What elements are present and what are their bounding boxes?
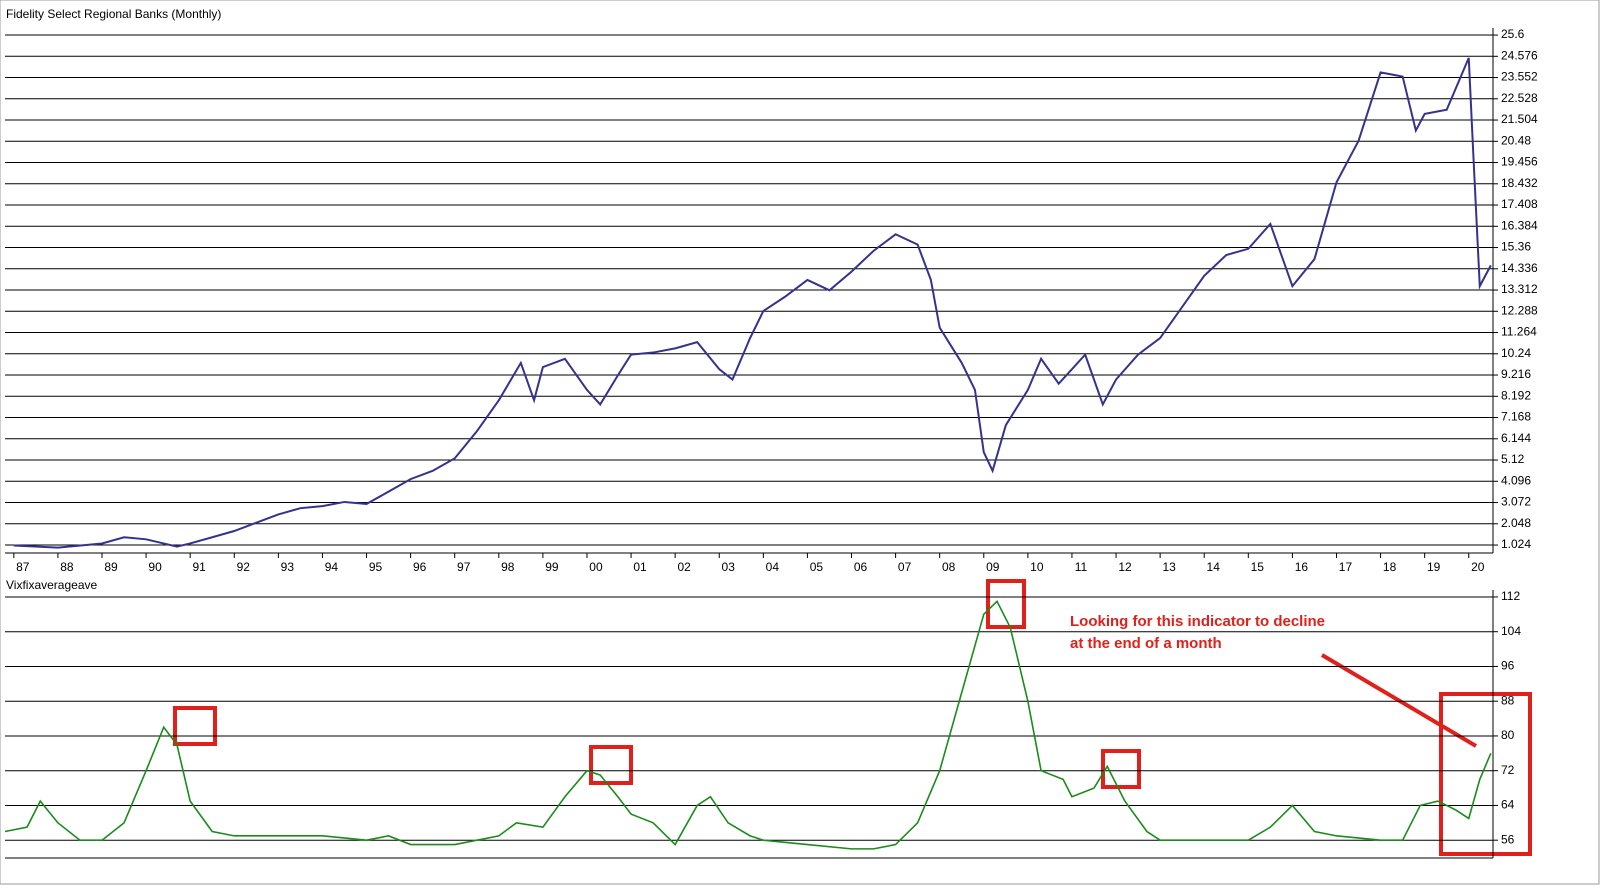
annotation: Looking for this indicator to decline at…: [1070, 613, 1326, 652]
y-tick-label: 7.168: [1501, 410, 1531, 424]
y-tick-label: 6.144: [1501, 431, 1531, 445]
y-tick-label: 88: [1501, 693, 1515, 707]
data-line: [13, 57, 1492, 549]
highlight-box: [589, 745, 633, 785]
x-tick-label: 17: [1339, 560, 1353, 574]
y-tick-label: 1.024: [1501, 537, 1531, 551]
y-tick-label: 10.24: [1501, 346, 1531, 360]
x-tick-label: 07: [898, 560, 912, 574]
y-tick-label: 24.576: [1501, 48, 1538, 62]
x-tick-label: 96: [413, 560, 427, 574]
x-tick-label: 94: [325, 560, 339, 574]
y-tick-label: 96: [1501, 659, 1515, 673]
y-tick-label: 4.096: [1501, 473, 1531, 487]
x-tick-label: 87: [16, 560, 30, 574]
annotation-arrow: [1320, 653, 1478, 748]
x-tick-label: 88: [60, 560, 74, 574]
x-tick-label: 97: [457, 560, 471, 574]
y-tick-label: 20.48: [1501, 133, 1531, 147]
y-tick-label: 18.432: [1501, 176, 1538, 190]
x-tick-label: 19: [1427, 560, 1441, 574]
y-tick-label: 104: [1501, 624, 1521, 638]
x-tick-label: 14: [1207, 560, 1221, 574]
y-tick-label: 14.336: [1501, 261, 1538, 275]
x-tick-label: 15: [1251, 560, 1265, 574]
x-tick-label: 16: [1295, 560, 1309, 574]
x-tick-label: 12: [1118, 560, 1132, 574]
x-tick-label: 98: [501, 560, 515, 574]
chart-title: Fidelity Select Regional Banks (Monthly): [6, 7, 221, 21]
y-tick-label: 15.36: [1501, 240, 1531, 254]
annotation-box: Looking for this indicator to decline at…: [1070, 613, 1326, 652]
x-tick-label: 06: [854, 560, 868, 574]
x-tick-label: 13: [1162, 560, 1176, 574]
x-tick-label: 09: [986, 560, 1000, 574]
x-tick-label: 92: [237, 560, 251, 574]
x-tick-label: 08: [942, 560, 956, 574]
x-tick-label: 11: [1075, 560, 1088, 574]
y-tick-label: 23.552: [1501, 70, 1538, 84]
highlight-box: [173, 706, 217, 746]
y-tick-label: 72: [1501, 763, 1515, 777]
x-tick-label: 89: [104, 560, 118, 574]
x-tick-label: 05: [810, 560, 824, 574]
y-tick-label: 56: [1501, 832, 1515, 846]
x-tick-label: 04: [766, 560, 780, 574]
x-tick-label: 03: [722, 560, 736, 574]
y-tick-label: 11.264: [1501, 325, 1537, 339]
highlight-box: [986, 579, 1026, 629]
y-tick-label: 112: [1501, 589, 1520, 603]
y-tick-label: 3.072: [1501, 495, 1531, 509]
y-tick-label: 8.192: [1501, 388, 1531, 402]
data-line: [4, 599, 1492, 850]
x-tick-label: 90: [148, 560, 162, 574]
x-tick-label: 95: [369, 560, 383, 574]
y-tick-label: 21.504: [1501, 112, 1538, 126]
y-tick-label: 64: [1501, 798, 1515, 812]
x-tick-label: 01: [633, 560, 647, 574]
highlight-box: [1101, 749, 1141, 789]
y-tick-label: 2.048: [1501, 516, 1531, 530]
x-tick-label: 10: [1030, 560, 1044, 574]
y-tick-label: 17.408: [1501, 197, 1538, 211]
y-tick-label: 25.6: [1501, 27, 1525, 41]
x-tick-label: 99: [545, 560, 559, 574]
x-tick-label: 20: [1471, 560, 1485, 574]
y-tick-label: 80: [1501, 728, 1515, 742]
x-tick-label: 00: [589, 560, 603, 574]
y-tick-label: 9.216: [1501, 367, 1531, 381]
chart-title: Vixfixaverageave: [6, 578, 97, 592]
y-tick-label: 22.528: [1501, 91, 1538, 105]
y-tick-label: 13.312: [1501, 282, 1538, 296]
highlight-boxes: [173, 579, 1532, 856]
highlight-box: [1439, 692, 1532, 856]
x-tick-label: 91: [192, 560, 206, 574]
x-tick-label: 18: [1383, 560, 1397, 574]
y-tick-label: 5.12: [1501, 452, 1525, 466]
x-tick-label: 02: [677, 560, 691, 574]
y-tick-label: 16.384: [1501, 218, 1538, 232]
y-tick-label: 12.288: [1501, 303, 1538, 317]
x-tick-label: 93: [281, 560, 295, 574]
y-tick-label: 19.456: [1501, 155, 1538, 169]
